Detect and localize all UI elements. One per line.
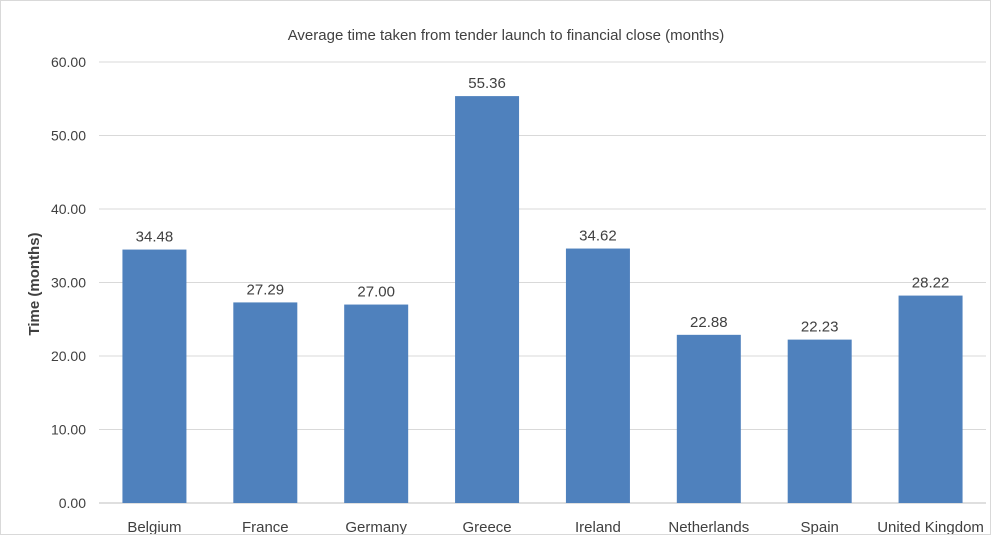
data-label: 27.00: [357, 284, 395, 301]
y-tick-label: 60.00: [51, 54, 86, 70]
bar-netherlands: [676, 334, 741, 503]
data-label: 34.62: [579, 228, 617, 245]
data-label: 55.36: [468, 75, 506, 92]
x-tick-label: Greece: [462, 519, 511, 534]
y-tick-label: 30.00: [51, 275, 86, 291]
bar-france: [233, 302, 298, 503]
gridlines: [99, 61, 986, 504]
bars: [122, 96, 963, 503]
x-tick-label: United Kingdom: [877, 519, 984, 534]
y-axis-ticks: 0.00 10.00 20.00 30.00 40.00 50.00 60.00: [51, 54, 86, 511]
y-tick-label: 40.00: [51, 201, 86, 217]
y-tick-label: 50.00: [51, 128, 86, 144]
x-tick-label: Netherlands: [668, 519, 749, 534]
bar-ireland: [565, 248, 630, 503]
y-tick-label: 0.00: [59, 495, 86, 511]
x-tick-label: Ireland: [575, 519, 621, 534]
data-label: 22.88: [690, 314, 728, 331]
data-labels: 34.48 27.29 27.00 55.36 34.62 22.88 22.23 28.22: [136, 75, 950, 336]
data-label: 34.48: [136, 229, 174, 246]
bar-greece: [455, 96, 520, 503]
bar-united-kingdom: [898, 295, 963, 503]
y-tick-label: 20.00: [51, 348, 86, 364]
x-tick-label: Spain: [801, 519, 839, 534]
x-tick-label: France: [242, 519, 289, 534]
data-label: 27.29: [247, 281, 285, 298]
data-label: 22.23: [801, 319, 839, 336]
x-axis-ticks: Belgium France Germany Greece Ireland Netherl…: [127, 519, 984, 536]
chart-title: Average time taken from tender launch to…: [288, 27, 725, 44]
data-label: 28.22: [912, 275, 950, 292]
bar-germany: [344, 304, 409, 503]
x-tick-label: Germany: [345, 519, 407, 534]
bar-spain: [787, 339, 852, 503]
bar-belgium: [122, 249, 187, 503]
y-axis-label: Time (months): [26, 232, 43, 335]
y-tick-label: 10.00: [51, 422, 86, 438]
x-tick-label: Belgium: [127, 519, 181, 534]
